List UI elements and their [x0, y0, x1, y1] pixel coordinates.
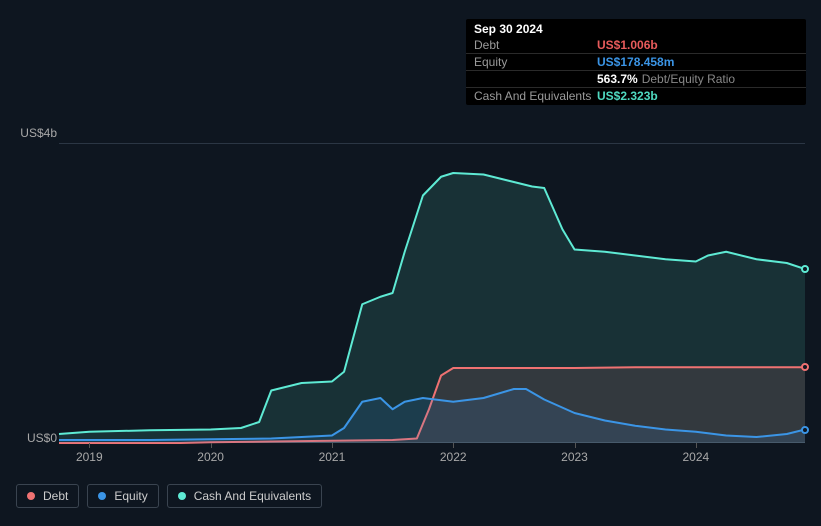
legend-swatch [27, 492, 35, 500]
legend-item[interactable]: Equity [87, 484, 158, 508]
x-axis-labels: 2019 2020 2021 2022 2023 2024 [16, 443, 805, 463]
x-axis-tick-label: 2021 [319, 450, 346, 464]
tooltip-row: 563.7% Debt/Equity Ratio [466, 71, 806, 88]
y-axis-tick-label: US$4b [20, 126, 57, 140]
tooltip-row-suffix: Debt/Equity Ratio [642, 73, 735, 86]
x-axis-tick-label: 2019 [76, 450, 103, 464]
legend-item[interactable]: Cash And Equivalents [167, 484, 322, 508]
tooltip-row-label: Equity [474, 56, 597, 69]
tooltip-row-value: US$2.323b [597, 90, 658, 103]
tooltip-row: DebtUS$1.006b [466, 37, 806, 54]
chart-legend: Debt Equity Cash And Equivalents [16, 484, 322, 508]
series-end-marker [801, 265, 809, 273]
x-axis-tick [89, 443, 90, 448]
legend-swatch [98, 492, 106, 500]
legend-label: Debt [43, 489, 68, 503]
tooltip-date: Sep 30 2024 [466, 19, 806, 37]
tooltip-row-value: 563.7% [597, 73, 638, 86]
x-axis-tick [211, 443, 212, 448]
chart-plot [16, 143, 805, 444]
tooltip-row-value: US$1.006b [597, 39, 658, 52]
legend-label: Equity [114, 489, 147, 503]
legend-swatch [178, 492, 186, 500]
x-axis-tick-label: 2024 [682, 450, 709, 464]
tooltip-row: EquityUS$178.458m [466, 54, 806, 71]
x-axis-tick-label: 2020 [197, 450, 224, 464]
finance-area-chart: US$0US$4b 201920202021202220232024 [16, 143, 805, 473]
tooltip-row-label: Debt [474, 39, 597, 52]
tooltip-row-value: US$178.458m [597, 56, 674, 69]
legend-item[interactable]: Debt [16, 484, 79, 508]
legend-label: Cash And Equivalents [194, 489, 311, 503]
tooltip-row-label: Cash And Equivalents [474, 90, 597, 103]
x-axis-tick [575, 443, 576, 448]
tooltip-row: Cash And EquivalentsUS$2.323b [466, 88, 806, 105]
data-tooltip: Sep 30 2024 DebtUS$1.006bEquityUS$178.45… [466, 19, 806, 105]
series-end-marker [801, 363, 809, 371]
x-axis-tick [332, 443, 333, 448]
x-axis-tick-label: 2023 [561, 450, 588, 464]
x-axis-tick [696, 443, 697, 448]
x-axis-tick [453, 443, 454, 448]
series-end-marker [801, 426, 809, 434]
x-axis-tick-label: 2022 [440, 450, 467, 464]
